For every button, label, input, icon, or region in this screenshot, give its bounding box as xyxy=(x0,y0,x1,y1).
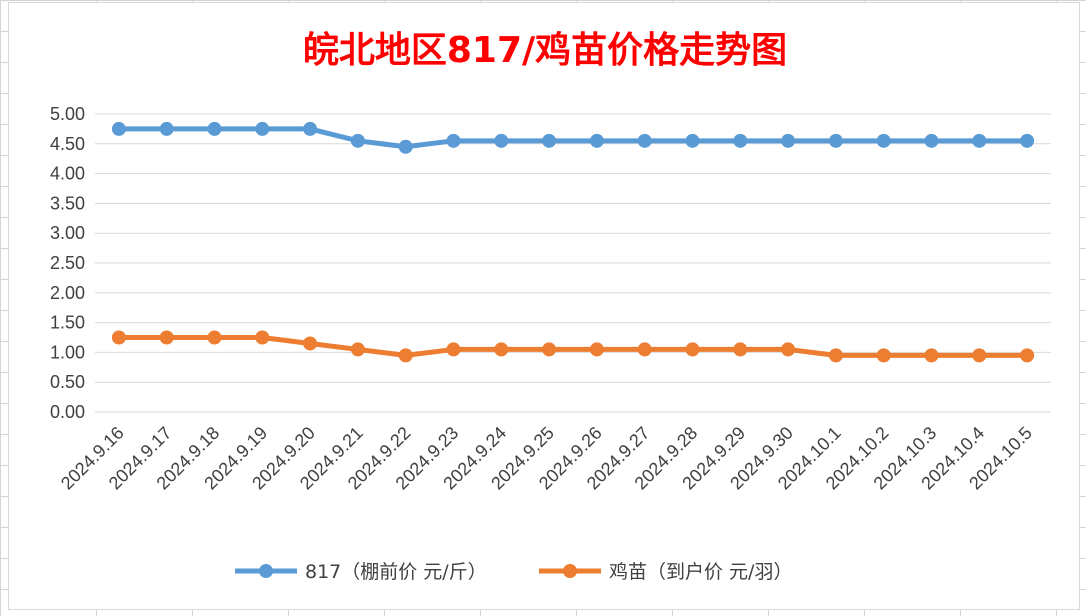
y-tick-label: 2.50 xyxy=(50,253,85,273)
series-lines xyxy=(111,121,1035,363)
data-point xyxy=(1020,133,1035,148)
y-tick-label: 0.50 xyxy=(50,372,85,392)
data-point xyxy=(924,133,939,148)
series-line xyxy=(118,126,1028,150)
legend-entry: 817（棚前价 元/斤） xyxy=(235,561,487,583)
data-point xyxy=(446,342,461,357)
chart-title: 皖北地区817/鸡苗价格走势图 xyxy=(302,30,788,71)
y-tick-label: 2.00 xyxy=(50,283,85,303)
data-point xyxy=(446,133,461,148)
series-line xyxy=(118,335,1028,358)
data-point xyxy=(685,133,700,148)
data-point xyxy=(542,342,557,357)
y-axis-ticks: 0.00 0.50 1.00 1.50 2.00 2.50 3.00 3.50 4.00 4.50… xyxy=(50,104,85,422)
data-point xyxy=(303,336,318,351)
data-point xyxy=(494,342,509,357)
legend-label: 鸡苗（到户价 元/羽） xyxy=(609,561,792,583)
y-tick-label: 3.00 xyxy=(50,223,85,243)
series-1 xyxy=(111,121,1035,154)
data-point xyxy=(350,342,365,357)
chart-area[interactable]: 皖北地区817/鸡苗价格走势图 0.00 0.50 1.00 1.50 2.00 2.50… xyxy=(8,2,1080,610)
data-point xyxy=(207,121,222,136)
data-point xyxy=(589,342,604,357)
data-point xyxy=(876,133,891,148)
data-point xyxy=(542,133,557,148)
y-tick-label: 0.00 xyxy=(50,402,85,422)
data-point xyxy=(828,348,843,363)
data-point xyxy=(733,133,748,148)
data-point xyxy=(350,133,365,148)
x-axis-ticks: 2024.9.162024.9.172024.9.182024.9.192024… xyxy=(57,423,1036,494)
legend: 817（棚前价 元/斤） 鸡苗（到户价 元/羽） xyxy=(235,561,792,583)
data-point xyxy=(972,133,987,148)
data-point xyxy=(637,342,652,357)
data-point xyxy=(589,133,604,148)
legend-swatch-marker xyxy=(259,564,273,578)
data-point xyxy=(972,348,987,363)
line-chart: 0.00 0.50 1.00 1.50 2.00 2.50 3.00 3.50 4.00 4.50… xyxy=(50,104,1051,583)
data-point xyxy=(111,330,126,345)
data-point xyxy=(255,330,270,345)
data-point xyxy=(111,121,126,136)
data-point xyxy=(159,121,174,136)
gridlines xyxy=(95,113,1051,413)
data-point xyxy=(1020,348,1035,363)
y-tick-label: 4.00 xyxy=(50,164,85,184)
series-2 xyxy=(111,330,1035,363)
data-point xyxy=(494,133,509,148)
data-point xyxy=(924,348,939,363)
data-point xyxy=(398,348,413,363)
legend-swatch-marker xyxy=(563,564,577,578)
y-tick-label: 4.50 xyxy=(50,134,85,154)
data-point xyxy=(733,342,748,357)
y-tick-label: 3.50 xyxy=(50,193,85,213)
data-point xyxy=(876,348,891,363)
data-point xyxy=(828,133,843,148)
data-point xyxy=(303,121,318,136)
data-point xyxy=(207,330,222,345)
data-point xyxy=(255,121,270,136)
legend-entry: 鸡苗（到户价 元/羽） xyxy=(539,561,792,583)
data-point xyxy=(637,133,652,148)
data-point xyxy=(781,342,796,357)
y-tick-label: 1.00 xyxy=(50,342,85,362)
data-point xyxy=(398,139,413,154)
y-tick-label: 1.50 xyxy=(50,313,85,333)
data-point xyxy=(781,133,796,148)
legend-label: 817（棚前价 元/斤） xyxy=(305,561,487,583)
data-point xyxy=(685,342,700,357)
y-tick-label: 5.00 xyxy=(50,104,85,124)
data-point xyxy=(159,330,174,345)
